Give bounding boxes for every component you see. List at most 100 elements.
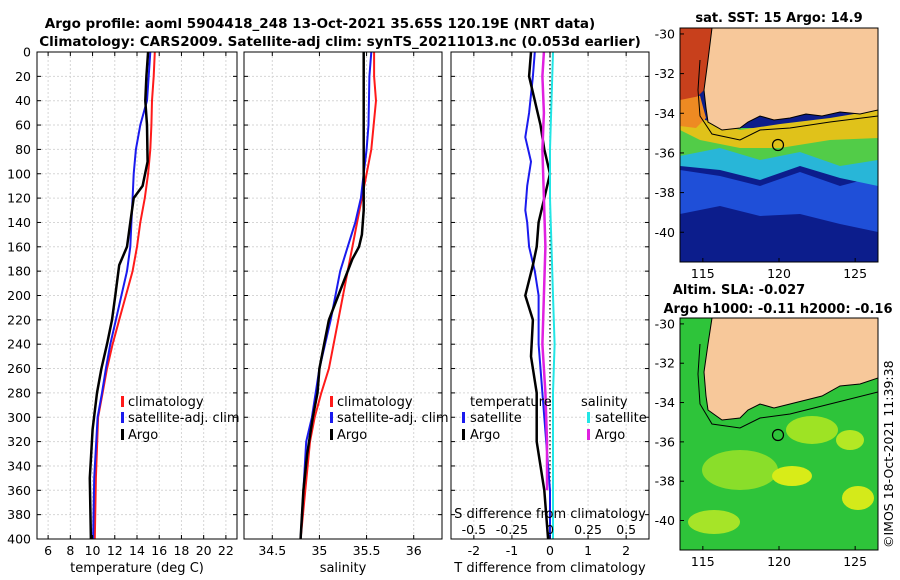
series-line-satellite-adj-clim — [92, 52, 152, 539]
series-line-salinity-satellite — [549, 52, 556, 539]
legend-satellite-swatch — [330, 412, 333, 423]
x-tick-label: 12 — [107, 543, 123, 558]
y-tick-label: 40 — [15, 93, 31, 108]
legend-temp-satellite-swatch — [462, 412, 465, 423]
map-y-tick-label: -32 — [655, 66, 675, 81]
map-y-tick-label: -30 — [655, 316, 675, 331]
series-line-satellite-adj-clim — [299, 52, 373, 539]
x-tick-label: 18 — [173, 543, 189, 558]
sla-map-axes: 115 120 125 -30 -32 -34 -36 -38 -40 — [655, 316, 868, 569]
series-line-salinity-argo — [541, 52, 549, 491]
sla-blob — [772, 466, 812, 486]
legend-temp-argo-swatch — [462, 429, 465, 440]
sst-map-title: sat. SST: 15 Argo: 14.9 — [695, 11, 862, 26]
depth-axis: 0 20 40 60 80 100 120 140 160 180 200 220 240 260 280 3… — [7, 45, 31, 547]
sst-contour — [697, 59, 878, 141]
y-tick-label: 0 — [23, 45, 31, 60]
difference-profile-panel: -2 -1 0 1 2 T difference from climatology S di… — [450, 51, 650, 576]
sla-map-title: Altim. SLA: -0.027 — [673, 283, 805, 298]
sla-contour — [697, 343, 878, 429]
sla-land — [703, 318, 878, 421]
copyright-stamp: ©IMOS 18-Oct-2021 11:39:38 — [881, 360, 896, 548]
x-tick-label: -2 — [468, 543, 480, 558]
map-y-tick-label: -34 — [655, 106, 675, 121]
sst-map — [680, 28, 878, 262]
map-x-tick-label: 125 — [843, 266, 867, 281]
x-tick-label: 35.5 — [353, 543, 381, 558]
map-y-tick-label: -30 — [655, 26, 675, 41]
secondary-x-tick-label: 0.5 — [616, 522, 636, 537]
salinity-profile-panel: 34.5 35 35.5 36 salinity — [243, 51, 443, 576]
legend-sal-satellite-swatch — [587, 412, 590, 423]
x-tick-label: 1 — [584, 543, 592, 558]
y-tick-label: 20 — [15, 69, 31, 84]
y-tick-label: 200 — [7, 288, 31, 303]
secondary-x-axis-label: S difference from climatology — [454, 507, 646, 522]
legend-climatology-swatch — [121, 396, 124, 407]
y-tick-label: 140 — [7, 215, 31, 230]
legend-argo-label: Argo — [128, 428, 158, 443]
sla-argo-marker — [771, 428, 785, 442]
x-tick-label: 0 — [546, 543, 554, 558]
y-tick-label: 340 — [7, 458, 31, 473]
x-tick-label: 35 — [311, 543, 327, 558]
map-y-tick-label: -38 — [655, 474, 675, 489]
x-tick-label: 36 — [406, 543, 422, 558]
temperature-legend: climatology satellite-adj. clim Argo — [121, 395, 240, 443]
series-line-climatology — [299, 52, 377, 539]
y-tick-label: 400 — [7, 532, 31, 547]
y-tick-label: 100 — [7, 166, 31, 181]
map-y-tick-label: -40 — [655, 513, 675, 528]
map-x-tick-label: 120 — [767, 266, 791, 281]
series-group — [299, 52, 377, 539]
sla-blob — [836, 430, 864, 450]
x-tick-label: 8 — [66, 543, 74, 558]
sla-blob — [786, 416, 838, 444]
series-line-argo — [88, 52, 150, 539]
sla-map-subtitle: Argo h1000: -0.11 h2000: -0.16 — [663, 302, 892, 317]
secondary-x-tick-label: 0 — [546, 522, 554, 537]
map-y-tick-label: -34 — [655, 395, 675, 410]
x-tick-label: 6 — [44, 543, 52, 558]
difference-legend: temperature salinity satellite Argo sate… — [462, 395, 647, 443]
y-tick-label: 220 — [7, 312, 31, 327]
map-x-tick-label: 115 — [691, 554, 715, 569]
x-tick-label: 2 — [622, 543, 630, 558]
map-x-tick-label: 120 — [767, 554, 791, 569]
map-x-tick-label: 115 — [691, 266, 715, 281]
series-line-argo — [299, 52, 365, 539]
x-tick-label: 22 — [218, 543, 234, 558]
legend-sal-satellite-label: satellite — [595, 411, 647, 426]
legend-salinity-heading: salinity — [581, 395, 628, 410]
y-tick-label: 360 — [7, 483, 31, 498]
legend-satellite-swatch — [121, 412, 124, 423]
legend-argo-swatch — [121, 429, 124, 440]
y-tick-label: 240 — [7, 337, 31, 352]
x-axis-label: temperature (deg C) — [70, 561, 204, 576]
y-tick-label: 320 — [7, 434, 31, 449]
figure-title-line2: Climatology: CARS2009. Satellite-adj cli… — [39, 34, 641, 50]
map-y-tick-label: -36 — [655, 145, 675, 160]
figure-title-line1: Argo profile: aoml 5904418_248 13-Oct-20… — [45, 16, 595, 32]
map-y-tick-label: -32 — [655, 356, 675, 371]
x-tick-label: 16 — [151, 543, 167, 558]
sst-argo-marker — [771, 138, 785, 152]
secondary-x-tick-label: -0.25 — [496, 522, 528, 537]
legend-climatology-label: climatology — [337, 395, 413, 410]
series-group — [524, 52, 556, 539]
y-tick-label: 180 — [7, 264, 31, 279]
x-tick-label: -1 — [506, 543, 518, 558]
sla-blob — [702, 450, 778, 490]
y-tick-label: 80 — [15, 142, 31, 157]
legend-sal-argo-label: Argo — [595, 428, 625, 443]
sla-blob — [688, 510, 740, 534]
x-axis-label: salinity — [320, 561, 367, 576]
map-y-tick-label: -36 — [655, 434, 675, 449]
map-y-tick-label: -40 — [655, 225, 675, 240]
legend-argo-swatch — [330, 429, 333, 440]
y-tick-label: 160 — [7, 239, 31, 254]
y-tick-label: 120 — [7, 191, 31, 206]
x-tick-label: 14 — [129, 543, 145, 558]
legend-climatology-label: climatology — [128, 395, 204, 410]
